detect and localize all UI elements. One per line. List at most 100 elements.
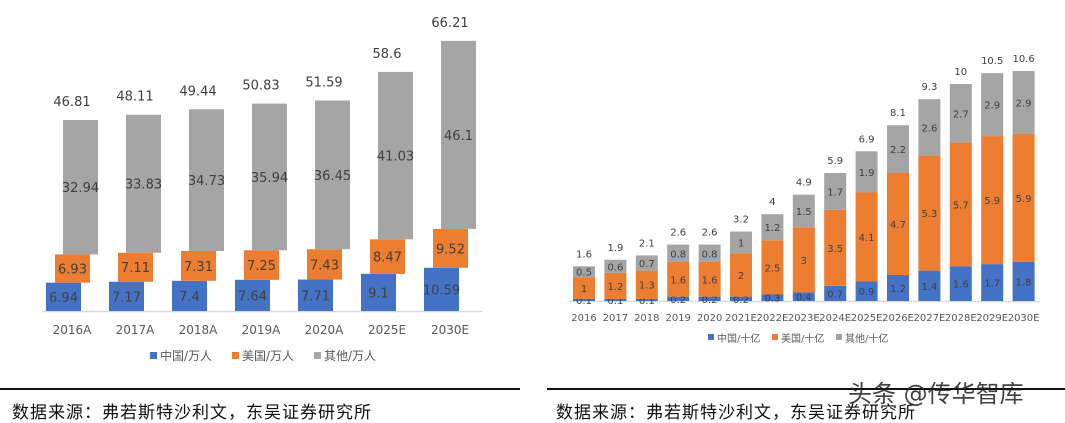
right-total-label: 10 [954, 67, 967, 78]
right-x-tick: 2018 [634, 313, 659, 324]
right-divider [547, 388, 1065, 390]
left-bar-label: 6.93 [58, 263, 87, 278]
left-bar-2-2020A [315, 100, 350, 250]
left-bar-0-2017A [109, 281, 144, 311]
right-bar-label: 2.9 [984, 101, 1000, 112]
right-bar-1-2024E [824, 209, 847, 286]
right-bar-0-2018 [635, 298, 658, 301]
right-total-label: 8.1 [890, 108, 906, 119]
left-bar-label: 8.47 [373, 251, 402, 266]
left-bar-label: 10.59 [423, 283, 460, 298]
right-bar-label: 1.2 [764, 223, 780, 234]
right-bar-label: 1.6 [953, 280, 969, 291]
right-bar-label: 0.4 [796, 293, 812, 304]
right-bar-0-2026E [887, 274, 909, 301]
right-total-label: 1.6 [576, 249, 592, 260]
right-bar-0-2017 [604, 298, 627, 301]
left-bar-1-2025E [370, 239, 405, 274]
right-bar-0-2019 [667, 296, 690, 301]
right-bar-label: 1.4 [921, 282, 937, 293]
right-total-label: 2.6 [702, 228, 718, 239]
right-bar-label: 1.7 [827, 187, 843, 198]
right-legend-swatch [708, 334, 714, 340]
right-x-tick: 2030E [1008, 313, 1040, 324]
right-bar-1-2023E [792, 227, 815, 293]
right-bar-label: 1.9 [859, 168, 875, 179]
left-bar-label: 36.45 [314, 169, 351, 184]
right-legend-label: 中国/十亿 [717, 332, 760, 345]
right-bar-2-2018 [635, 255, 658, 271]
left-bar-1-2019A [244, 250, 279, 280]
right-bar-2-2020 [698, 244, 721, 262]
right-bar-2-2028E [949, 84, 972, 143]
right-bar-label: 2.9 [1016, 98, 1032, 109]
left-legend-swatch [150, 352, 157, 359]
left-bar-label: 34.73 [188, 174, 225, 189]
right-bar-label: 2.2 [890, 145, 906, 156]
right-bar-label: 4.7 [890, 220, 906, 231]
left-x-tick: 2016A [53, 323, 93, 337]
right-bar-2-2026E [887, 125, 909, 173]
right-bar-label: 0.7 [639, 259, 655, 270]
right-bar-1-2026E [887, 172, 909, 275]
watermark: 头条 @传华智库 [848, 380, 1024, 408]
right-bar-2-2019 [667, 244, 690, 262]
left-bar-0-2030E [424, 267, 459, 311]
left-total-label: 66.21 [431, 16, 468, 31]
right-x-tick: 2016 [571, 313, 596, 324]
right-bar-1-2016 [573, 277, 595, 299]
right-bar-label: 1.5 [796, 207, 812, 218]
right-bar-label: 4.1 [859, 233, 875, 244]
left-bar-label: 7.4 [179, 290, 200, 305]
left-bar-2-2016A [63, 120, 98, 255]
left-total-label: 48.11 [116, 90, 153, 105]
right-bar-2-2016 [573, 266, 595, 278]
left-bar-label: 7.43 [310, 258, 339, 273]
right-x-tick: 2020 [697, 313, 722, 324]
right-bar-label: 2 [738, 271, 744, 282]
right-bar-label: 0.1 [607, 296, 623, 307]
right-total-label: 2.1 [639, 238, 655, 249]
right-bar-label: 1.2 [607, 282, 623, 293]
right-x-tick: 2028E [945, 313, 977, 324]
left-total-label: 58.6 [373, 47, 402, 62]
right-x-tick: 2019 [665, 313, 690, 324]
left-x-tick: 2025E [368, 323, 406, 337]
left-legend-label: 中国/万人 [160, 348, 212, 363]
right-total-label: 5.9 [827, 156, 843, 167]
left-total-label: 50.83 [242, 79, 279, 94]
left-bar-label: 7.11 [121, 261, 150, 276]
right-x-tick: 2023E [788, 313, 820, 324]
right-legend-label: 其他/十亿 [845, 332, 888, 345]
right-bar-0-2024E [824, 285, 847, 301]
right-bar-label: 1.6 [670, 275, 686, 286]
right-bar-label: 0.7 [827, 289, 843, 300]
right-bar-label: 0.3 [764, 294, 780, 305]
right-bar-label: 5.9 [1016, 194, 1032, 205]
right-bar-1-2021E [730, 253, 752, 297]
right-total-label: 9.3 [921, 82, 937, 93]
right-bar-2-2024E [824, 172, 847, 210]
left-bar-label: 32.94 [62, 181, 99, 196]
left-bar-2-2018A [189, 109, 224, 251]
right-bar-label: 1 [581, 284, 587, 295]
left-bar-2-2019A [252, 103, 287, 251]
right-bar-label: 0.8 [702, 249, 718, 260]
right-bar-label: 5.7 [953, 200, 969, 211]
right-bar-label: 2.6 [921, 123, 937, 134]
left-source-note: 数据来源：弗若斯特沙利文，东吴证券研究所 [12, 403, 372, 423]
right-legend-swatch [836, 334, 842, 340]
right-bar-label: 1 [738, 238, 744, 249]
right-x-tick: 2021E [725, 313, 757, 324]
right-bar-label: 3 [801, 256, 807, 267]
left-bar-1-2020A [307, 249, 342, 280]
right-x-tick: 2027E [914, 313, 946, 324]
right-x-tick: 2024E [819, 313, 851, 324]
right-legend-swatch [772, 334, 778, 340]
left-legend-label: 其他/万人 [324, 349, 376, 363]
right-bar-label: 0.1 [576, 296, 592, 307]
right-total-label: 4.9 [796, 178, 812, 189]
right-bar-2-2029E [981, 73, 1004, 137]
right-bar-0-2020 [698, 296, 721, 301]
right-bar-1-2027E [918, 155, 941, 271]
